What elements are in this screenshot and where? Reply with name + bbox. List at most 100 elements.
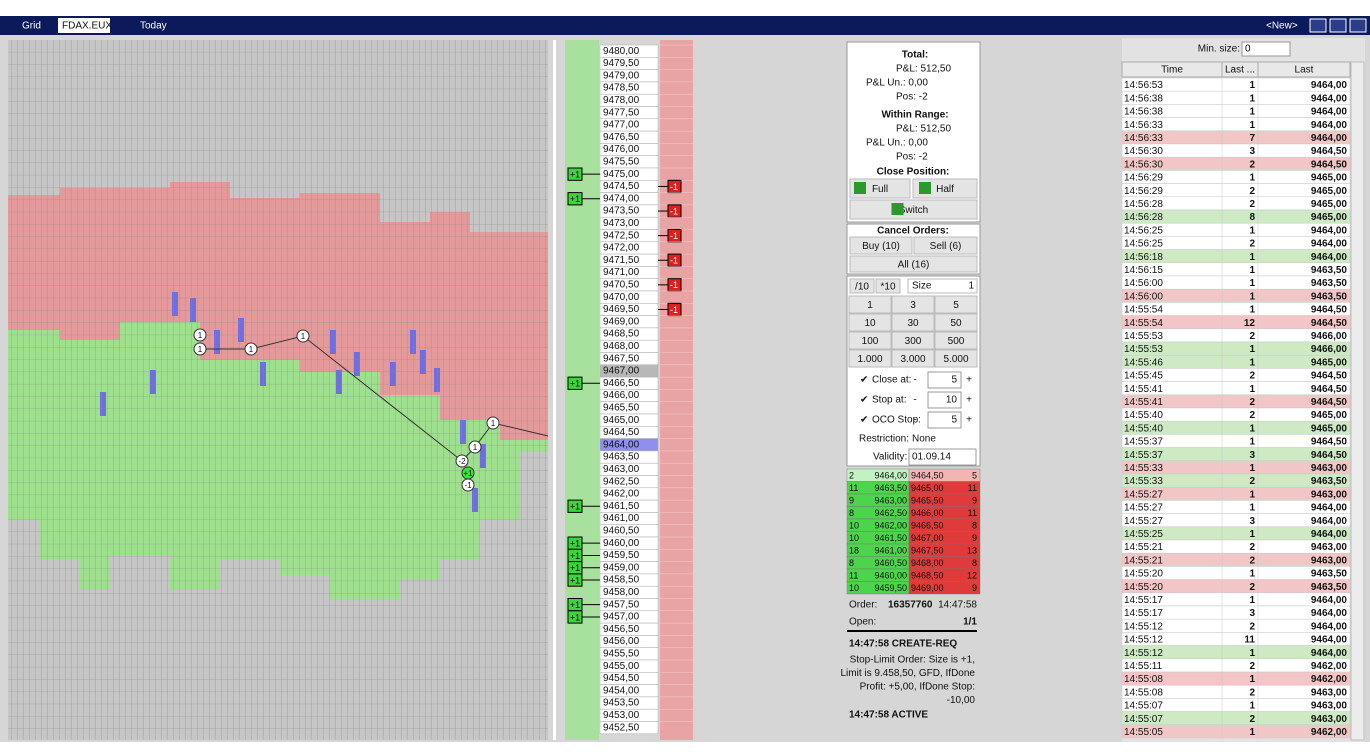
trade-time: 14:55:12 — [1124, 635, 1163, 646]
trade-price: 9464,00 — [1311, 225, 1348, 236]
stat: Pos: -2 — [896, 92, 928, 103]
window-button[interactable] — [1349, 18, 1367, 33]
symbol-box[interactable] — [58, 18, 110, 33]
stat: P&L Un.: 0,00 — [866, 138, 928, 149]
trade-time: 14:56:25 — [1124, 239, 1163, 250]
min-size-select[interactable] — [1241, 41, 1291, 57]
size-button[interactable] — [934, 295, 978, 314]
ask-size: 5 — [972, 470, 977, 480]
validity-input[interactable] — [908, 448, 977, 466]
trade-size: 7 — [1249, 133, 1255, 144]
setting-input[interactable] — [927, 371, 962, 389]
price: 9477,50 — [603, 107, 640, 118]
trade-price: 9465,00 — [1311, 410, 1348, 421]
trade-price: 9465,00 — [1311, 423, 1348, 434]
trade-size: 1 — [1249, 265, 1255, 276]
bid-size: 18 — [849, 545, 859, 555]
open-value: 1/1 — [963, 617, 977, 628]
close-button[interactable] — [849, 199, 978, 220]
window-button[interactable] — [1329, 18, 1347, 33]
size-button[interactable] — [934, 349, 978, 368]
trade-time: 14:55:12 — [1124, 648, 1163, 659]
trade-size: 1 — [1249, 489, 1255, 500]
buy-order[interactable] — [567, 573, 583, 587]
trade-size: 1 — [1249, 225, 1255, 236]
window-button[interactable] — [1309, 18, 1327, 33]
size-button[interactable] — [891, 331, 935, 350]
trade-size: 2 — [1249, 397, 1255, 408]
size-button[interactable] — [848, 295, 892, 314]
setting-label: Stop at: — [872, 395, 906, 406]
size-button[interactable] — [848, 331, 892, 350]
size-button[interactable] — [891, 313, 935, 332]
separator — [553, 40, 556, 740]
trade-marker-label: -2 — [458, 457, 466, 466]
bid-price: 9460,00 — [874, 570, 907, 580]
size-button[interactable] — [891, 349, 935, 368]
scrollbar[interactable] — [1350, 61, 1365, 741]
trade-marker-label: 1 — [473, 443, 478, 452]
ask-price: 9469,00 — [911, 583, 944, 593]
trade-time: 14:55:20 — [1124, 569, 1163, 580]
trade-size: 3 — [1249, 608, 1255, 619]
size-input[interactable] — [907, 278, 978, 294]
trade-marker-label: 1 — [198, 345, 203, 354]
column-title: Last ... — [1225, 65, 1255, 76]
cancel-button[interactable] — [849, 255, 978, 273]
buy-order[interactable] — [567, 499, 583, 513]
buy-order[interactable] — [567, 610, 583, 624]
cancel-button-label: Sell (6) — [930, 241, 962, 252]
trade-price: 9463,50 — [1311, 569, 1348, 580]
price: 9454,00 — [603, 685, 640, 696]
price: 9468,00 — [603, 341, 640, 352]
trade-time: 14:55:40 — [1124, 410, 1163, 421]
min-size-value: 0 — [1245, 44, 1251, 55]
open-label: Open: — [849, 617, 876, 628]
trade-time: 14:55:53 — [1124, 344, 1163, 355]
cancel-button[interactable] — [913, 236, 978, 255]
price: 9460,50 — [603, 525, 640, 536]
divide-button[interactable] — [849, 278, 875, 294]
buy-order[interactable] — [567, 167, 583, 181]
column-header[interactable] — [1257, 61, 1351, 78]
restriction-value: None — [912, 434, 936, 445]
setting-input[interactable] — [927, 391, 962, 409]
price: 9474,50 — [603, 181, 640, 192]
trade-size: 2 — [1249, 159, 1255, 170]
trade-time: 14:55:08 — [1124, 687, 1163, 698]
trade-price: 9464,00 — [1311, 635, 1348, 646]
trade-price: 9464,00 — [1311, 648, 1348, 659]
setting-value: 5 — [951, 415, 957, 426]
trade-size: 1 — [1249, 674, 1255, 685]
buy-order[interactable] — [567, 376, 583, 390]
trade-price: 9463,00 — [1311, 489, 1348, 500]
size-button-label: 5.000 — [943, 354, 968, 365]
size-button-label: 3.000 — [900, 354, 925, 365]
min-size-label: Min. size: — [1198, 44, 1240, 55]
price: 9459,00 — [603, 562, 640, 573]
setting-input[interactable] — [927, 411, 962, 429]
trade-time: 14:55:37 — [1124, 450, 1163, 461]
multiply-button[interactable] — [875, 278, 901, 294]
validity-value: 01.09.14 — [912, 452, 951, 463]
size-button[interactable] — [934, 331, 978, 350]
trade-size: 11 — [1244, 635, 1255, 646]
buy-order-label: +1 — [570, 575, 580, 585]
price: 9463,00 — [603, 464, 640, 475]
ask-column — [660, 40, 693, 740]
section-title: Close Position: — [877, 167, 950, 178]
trade-time: 14:55:12 — [1124, 621, 1163, 632]
price: 9469,00 — [603, 316, 640, 327]
bid-price: 9464,00 — [874, 470, 907, 480]
bid-price: 9463,00 — [874, 495, 907, 505]
price: 9464,50 — [603, 427, 640, 438]
size-button[interactable] — [934, 313, 978, 332]
price: 9479,50 — [603, 58, 640, 69]
size-button[interactable] — [848, 313, 892, 332]
trade-time: 14:56:29 — [1124, 173, 1163, 184]
size-button[interactable] — [891, 295, 935, 314]
cancel-button[interactable] — [849, 236, 913, 255]
size-button[interactable] — [848, 349, 892, 368]
buy-order[interactable] — [567, 192, 583, 206]
